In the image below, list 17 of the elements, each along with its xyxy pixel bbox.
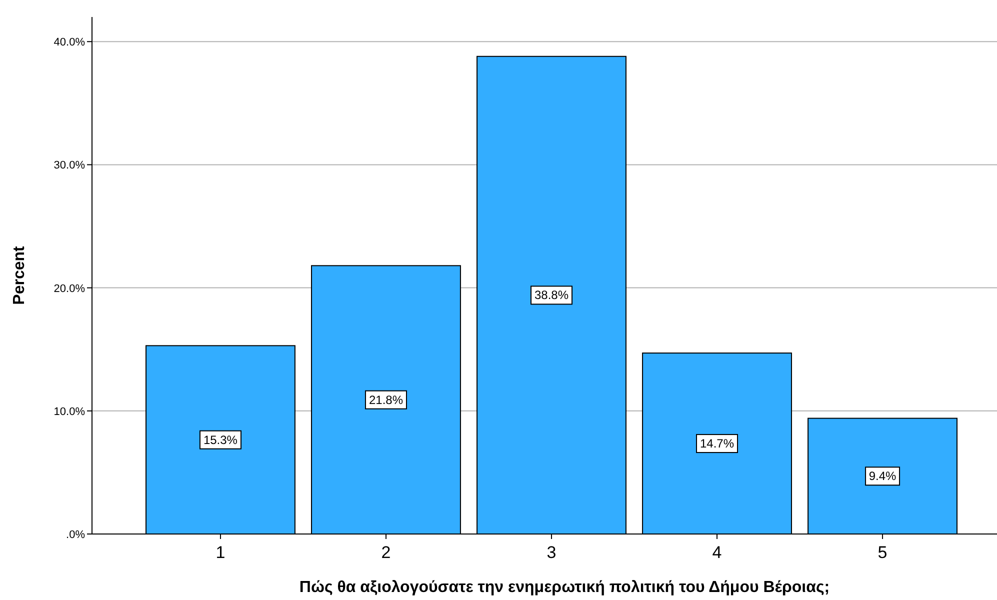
- data-label: 14.7%: [700, 436, 734, 451]
- x-axis-title: Πώς θα αξιολογούσατε την ενημερωτική πολιτική του Δήμου Βέροιας;: [299, 579, 830, 596]
- data-label: 15.3%: [203, 432, 238, 447]
- y-tick-label: 40.0%: [54, 36, 86, 49]
- data-label: 9.4%: [868, 469, 897, 484]
- y-tick-label: 30.0%: [54, 160, 86, 172]
- y-axis-title: Percent: [11, 245, 28, 305]
- x-tick-label: 5: [878, 543, 888, 562]
- data-label: 21.8%: [368, 392, 404, 407]
- x-tick-label: 3: [546, 543, 556, 562]
- y-tick-label: 10.0%: [54, 406, 86, 418]
- x-tick-label: 2: [381, 543, 391, 562]
- x-tick-label: 4: [712, 543, 722, 562]
- y-tick-label: .0%: [66, 529, 86, 541]
- y-tick-label: 20.0%: [54, 282, 86, 295]
- x-tick-label: 1: [216, 543, 226, 562]
- data-label: 38.8%: [534, 288, 569, 302]
